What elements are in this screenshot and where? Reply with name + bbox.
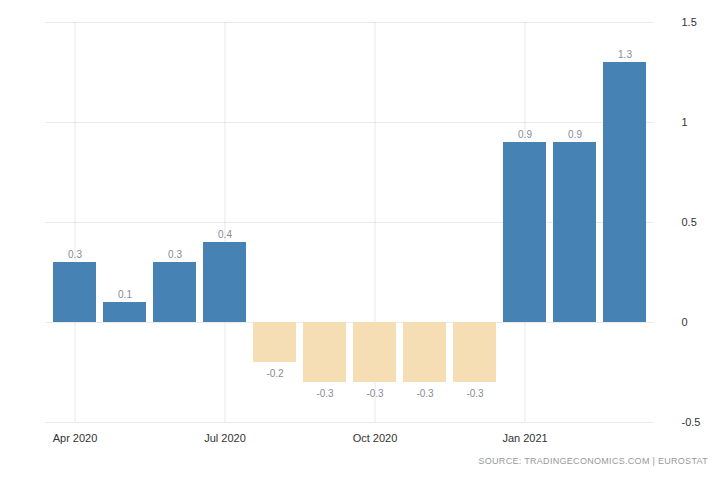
svg-text:-0.5: -0.5 [682, 416, 701, 428]
svg-text:-0.3: -0.3 [416, 388, 434, 399]
svg-text:1: 1 [682, 116, 688, 128]
svg-text:Oct 2020: Oct 2020 [353, 432, 398, 444]
svg-text:-0.3: -0.3 [466, 388, 484, 399]
svg-text:0.9: 0.9 [518, 129, 532, 140]
svg-text:Jan 2021: Jan 2021 [502, 432, 547, 444]
svg-text:-0.3: -0.3 [316, 388, 334, 399]
svg-text:0.3: 0.3 [68, 249, 82, 260]
svg-text:-0.3: -0.3 [366, 388, 384, 399]
svg-text:0: 0 [682, 316, 688, 328]
svg-text:0.9: 0.9 [568, 129, 582, 140]
svg-text:1.3: 1.3 [618, 49, 632, 60]
svg-text:Jul 2020: Jul 2020 [204, 432, 246, 444]
svg-text:1.5: 1.5 [682, 16, 697, 28]
svg-text:Apr 2020: Apr 2020 [53, 432, 98, 444]
svg-text:0.1: 0.1 [118, 289, 132, 300]
svg-text:-0.2: -0.2 [266, 368, 284, 379]
svg-text:0.5: 0.5 [682, 216, 697, 228]
svg-text:0.4: 0.4 [218, 229, 232, 240]
html-text:SOURCE: TRADINGECONOMICS.COM |: SOURCE: TRADINGECONOMICS.COM | EUROSTAT [478, 456, 708, 466]
svg-text:0.3: 0.3 [168, 249, 182, 260]
